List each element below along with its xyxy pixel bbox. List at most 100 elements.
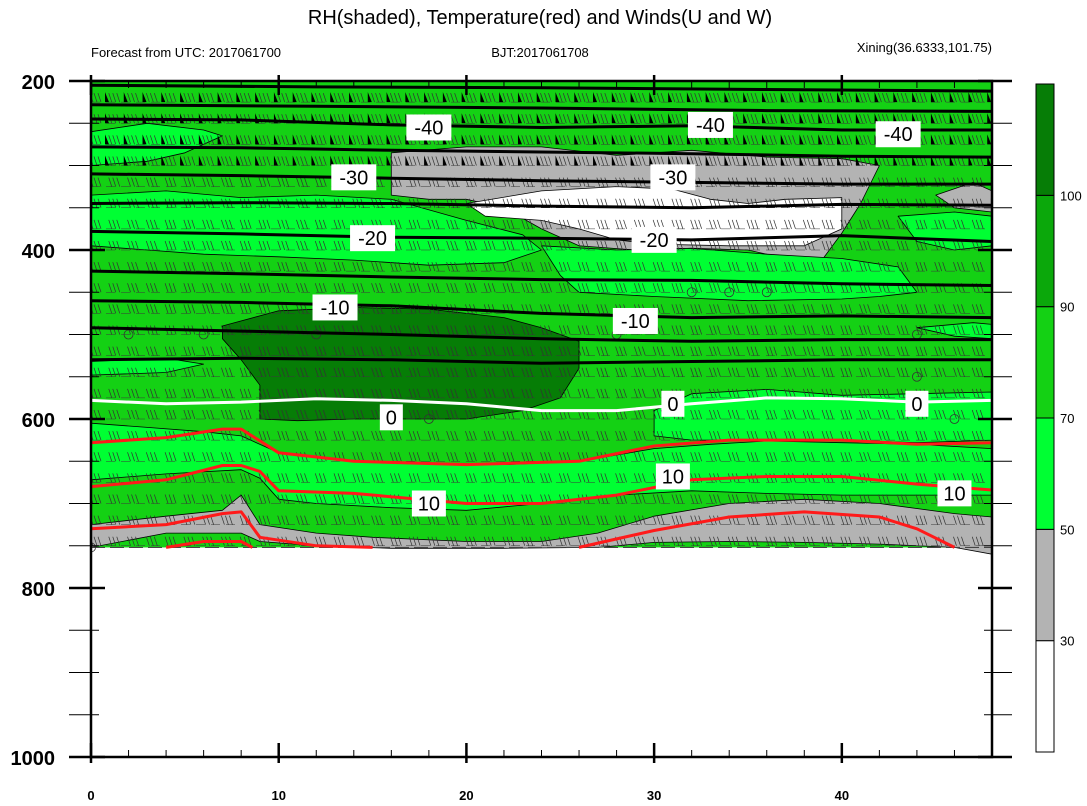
wind-barb	[652, 262, 665, 272]
wind-barb	[615, 515, 627, 525]
wind-barb	[221, 346, 233, 356]
wind-barb	[634, 388, 646, 398]
wind-flag	[799, 113, 804, 124]
wind-barb	[727, 134, 748, 145]
wind-barb	[934, 113, 954, 124]
wind-barb	[953, 113, 973, 124]
wind-barb	[971, 452, 984, 462]
wind-barb	[765, 346, 778, 356]
wind-barb	[314, 409, 327, 420]
wind-barb	[127, 388, 139, 398]
wind-barb	[446, 473, 458, 483]
wind-barb	[258, 304, 271, 314]
wind-flag	[236, 92, 241, 103]
wind-barb	[840, 515, 853, 525]
wind-barb	[333, 536, 346, 546]
wind-flag	[630, 134, 635, 145]
wind-barb	[709, 346, 721, 356]
wind-barb	[671, 452, 684, 462]
wind-flag	[255, 155, 260, 166]
wind-flag	[536, 155, 541, 166]
wind-barb	[971, 473, 984, 483]
wind-flag	[405, 92, 410, 103]
isotherm-label: 0	[667, 394, 678, 416]
wind-barb	[821, 367, 834, 377]
wind-barb	[821, 494, 834, 504]
wind-barb	[427, 346, 440, 356]
wind-flag	[367, 134, 372, 145]
wind-flag	[480, 92, 485, 103]
wind-barb	[296, 219, 308, 229]
wind-barb	[314, 536, 327, 546]
wind-barb	[709, 367, 721, 377]
wind-barb	[408, 388, 421, 398]
y-tick-label: 1000	[11, 748, 56, 770]
wind-barb	[953, 219, 965, 229]
wind-barb	[390, 155, 410, 166]
wind-barb	[615, 219, 627, 229]
wind-flag	[349, 92, 354, 103]
wind-flag	[311, 113, 316, 124]
wind-flag	[574, 134, 579, 145]
wind-barb	[802, 219, 815, 229]
wind-flag	[198, 134, 203, 145]
wind-barb	[840, 262, 853, 272]
wind-barb	[408, 219, 421, 229]
wind-barb	[915, 536, 928, 546]
isotherm-label-box	[650, 164, 696, 191]
wind-barb	[296, 473, 308, 483]
wind-barb	[934, 304, 947, 314]
wind-barb	[746, 325, 759, 335]
wind-barb	[934, 219, 947, 229]
wind-barb	[258, 219, 271, 229]
wind-barb	[896, 452, 909, 462]
wind-barb	[521, 262, 534, 272]
wind-barb	[202, 219, 214, 229]
wind-barb	[840, 240, 853, 251]
colorbar-box	[1035, 528, 1055, 642]
x-tick-label: 30	[647, 788, 661, 803]
wind-barb	[521, 536, 534, 546]
wind-barb	[446, 325, 458, 335]
wind-barb	[859, 304, 871, 314]
wind-barb	[802, 155, 823, 166]
wind-barb	[502, 262, 515, 272]
wind-barb	[746, 409, 759, 420]
wind-barb	[390, 92, 410, 103]
wind-barb	[333, 346, 346, 356]
wind-barb	[371, 283, 383, 293]
wind-flag	[367, 113, 372, 124]
wind-barb	[258, 92, 278, 103]
wind-flag	[198, 92, 203, 103]
wind-barb	[615, 388, 627, 398]
wind-barb	[483, 452, 496, 462]
wind-barb	[408, 536, 421, 546]
wind-barb	[427, 240, 440, 251]
wind-barb	[277, 431, 290, 441]
wind-barb	[896, 536, 909, 546]
wind-barb	[971, 388, 984, 398]
wind-barb	[971, 536, 984, 546]
wind-flag	[761, 155, 766, 166]
wind-barb	[709, 452, 721, 462]
wind-barb	[502, 452, 515, 462]
wind-barb	[427, 388, 440, 398]
wind-barb	[483, 283, 496, 293]
wind-barb	[577, 134, 598, 145]
wind-barb	[221, 431, 233, 441]
wind-flag	[630, 92, 635, 103]
wind-barb	[202, 367, 214, 377]
wind-flag	[593, 92, 598, 103]
wind-barb	[953, 536, 965, 546]
chart-subtitle-left: Forecast from UTC: 2017061700	[91, 45, 281, 60]
wind-barb	[127, 494, 139, 504]
wind-barb	[577, 431, 590, 441]
wind-barb	[765, 240, 778, 251]
wind-barb	[784, 155, 804, 166]
wind-barb	[258, 240, 271, 251]
wind-barb	[915, 219, 928, 229]
wind-barb	[727, 262, 740, 272]
isotherm-line	[91, 464, 992, 505]
wind-flag	[161, 92, 166, 103]
